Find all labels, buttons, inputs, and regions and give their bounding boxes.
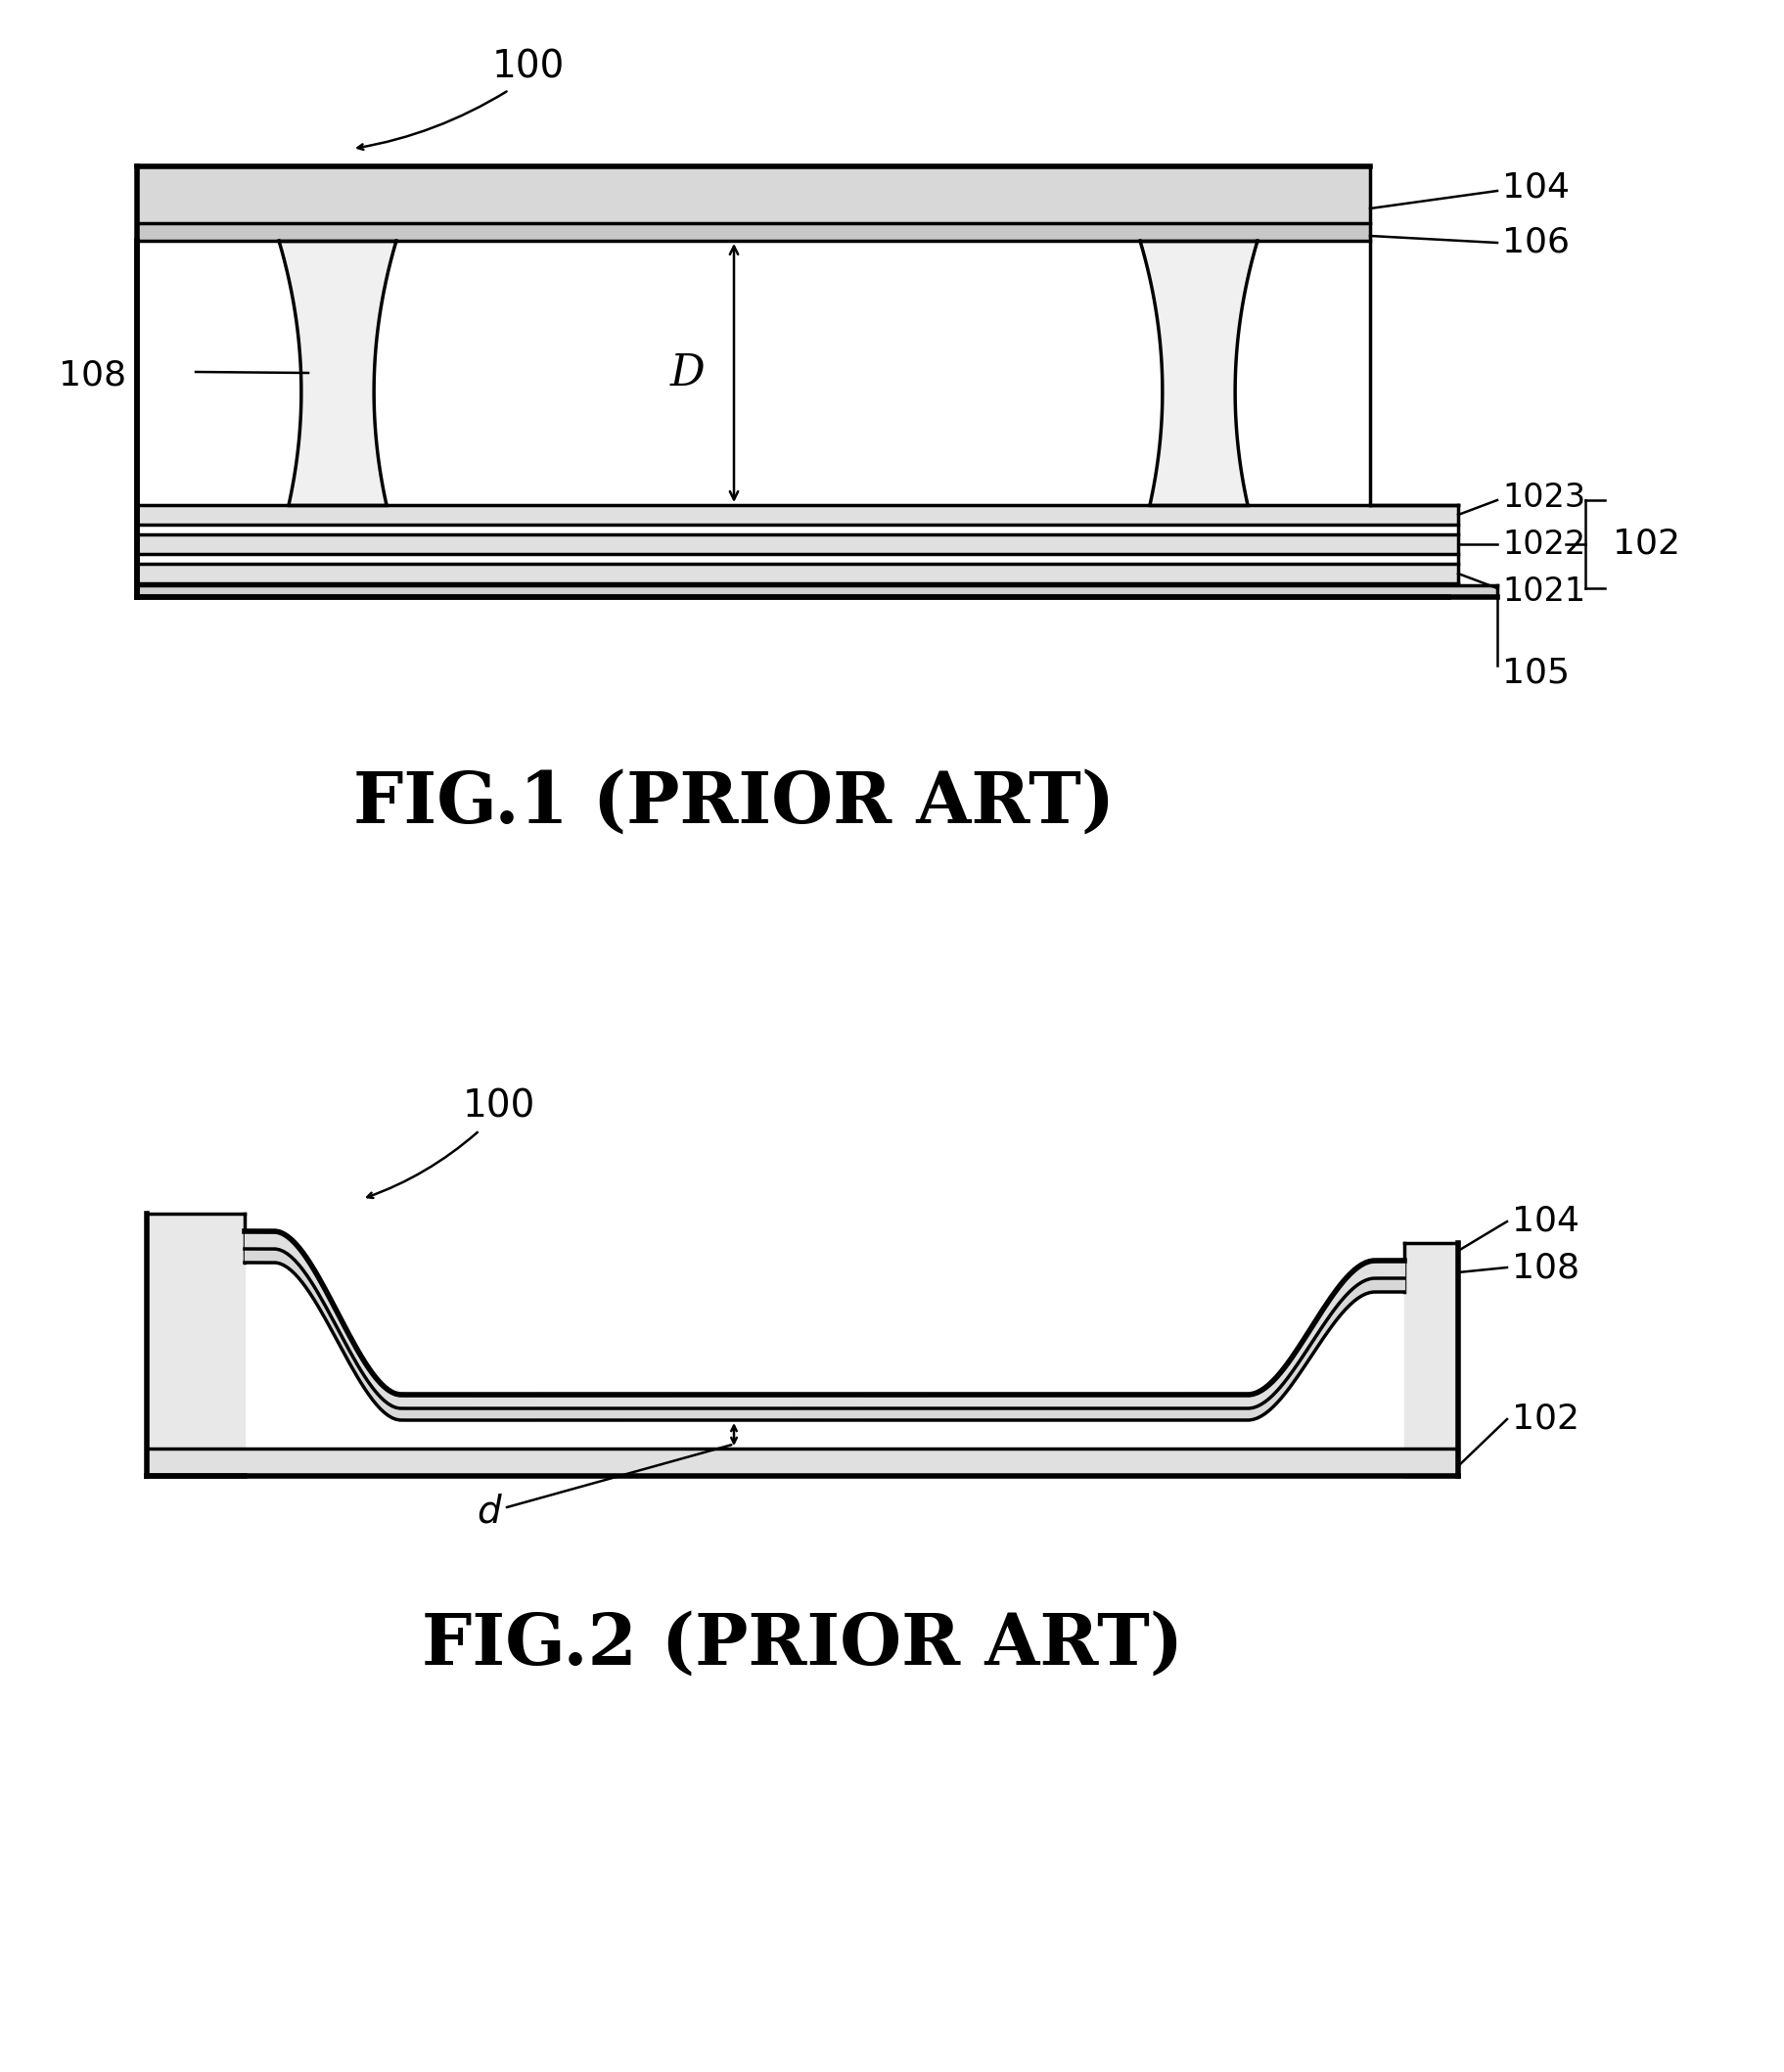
Text: 104: 104 <box>1511 1204 1579 1239</box>
Text: 100: 100 <box>462 1088 535 1125</box>
Polygon shape <box>146 1448 1458 1475</box>
Polygon shape <box>1404 1243 1458 1475</box>
Text: 100: 100 <box>492 48 564 85</box>
Polygon shape <box>137 506 1458 524</box>
Polygon shape <box>146 1214 244 1475</box>
Polygon shape <box>137 535 1458 553</box>
Text: FIG.1 (PRIOR ART): FIG.1 (PRIOR ART) <box>353 769 1113 837</box>
Polygon shape <box>1140 240 1256 506</box>
Text: 106: 106 <box>1502 226 1568 259</box>
Text: 1023: 1023 <box>1502 481 1584 514</box>
Polygon shape <box>137 564 1458 584</box>
Text: 104: 104 <box>1502 172 1568 205</box>
Polygon shape <box>137 224 1370 240</box>
Text: D: D <box>669 352 705 394</box>
Polygon shape <box>137 166 1370 224</box>
Text: 105: 105 <box>1502 657 1568 690</box>
Text: 108: 108 <box>59 358 127 392</box>
Text: 102: 102 <box>1511 1403 1579 1436</box>
Text: 108: 108 <box>1511 1251 1579 1285</box>
Polygon shape <box>137 584 1497 597</box>
Text: 1022: 1022 <box>1502 528 1584 559</box>
Text: d: d <box>476 1444 731 1531</box>
Polygon shape <box>278 240 396 506</box>
Text: FIG.2 (PRIOR ART): FIG.2 (PRIOR ART) <box>421 1610 1183 1678</box>
Text: 102: 102 <box>1613 528 1679 562</box>
Text: 1021: 1021 <box>1502 576 1584 607</box>
